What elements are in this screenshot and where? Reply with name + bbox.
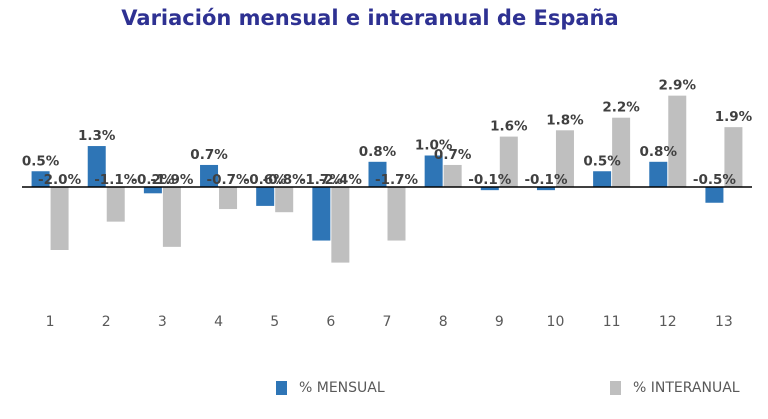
bar-mensual-2 [87,146,106,187]
x-tick-label-4: 4 [214,314,223,330]
x-tick-label-13: 13 [715,314,733,330]
data-label-mensual-2: 1.3% [78,128,116,144]
x-tick-label-1: 1 [46,314,55,330]
data-label-interanual-4: -0.7% [207,172,251,188]
bar-interanual-6 [331,187,350,263]
data-label-mensual-6: -1.7% [300,172,344,188]
data-label-mensual-11: 0.5% [583,153,621,169]
data-label-interanual-9: 1.6% [490,119,528,135]
x-tick-label-10: 10 [547,314,565,330]
x-tick-label-3: 3 [158,314,167,330]
data-label-interanual-6: -2.4% [319,172,363,188]
bar-interanual-7 [387,187,406,241]
bar-mensual-10 [536,187,555,191]
data-label-mensual-13: -0.5% [693,172,737,188]
data-label-interanual-7: -1.7% [375,172,419,188]
bar-interanual-1 [50,187,69,250]
data-label-interanual-11: 2.2% [602,100,640,116]
x-tick-label-5: 5 [270,314,279,330]
x-tick-label-7: 7 [383,314,392,330]
bar-mensual-6 [312,187,331,241]
data-label-mensual-8: 1.0% [415,138,453,154]
bar-interanual-5 [275,187,294,213]
data-label-mensual-12: 0.8% [640,144,678,160]
bar-interanual-8 [443,164,462,187]
bar-mensual-9 [480,187,499,191]
legend-swatch-mensual [276,381,287,395]
x-tick-label-6: 6 [326,314,335,330]
bar-mensual-3 [143,187,162,194]
bar-mensual-8 [424,155,443,187]
data-label-interanual-3: -1.9% [150,172,194,188]
data-label-mensual-5: -0.6% [244,172,288,188]
data-label-interanual-2: -1.1% [94,172,138,188]
data-label-interanual-8: 0.7% [434,147,472,163]
data-label-mensual-7: 0.8% [359,144,397,160]
legend-label-interanual: % INTERANUAL [633,380,740,396]
bar-mensual-12 [649,161,668,187]
bar-interanual-12 [668,95,687,187]
data-label-interanual-1: -2.0% [38,172,82,188]
data-label-interanual-5: -0.8% [263,172,307,188]
bar-interanual-2 [106,187,125,222]
data-label-interanual-12: 2.9% [659,78,697,94]
x-tick-label-9: 9 [495,314,504,330]
data-label-mensual-9: -0.1% [468,172,512,188]
bar-interanual-3 [162,187,181,247]
data-label-mensual-3: -0.2% [131,172,175,188]
x-tick-label-2: 2 [102,314,111,330]
bar-interanual-13 [724,127,743,187]
bar-mensual-1 [31,171,50,187]
data-label-interanual-13: 1.9% [715,109,753,125]
bar-mensual-11 [593,171,612,187]
legend-swatch-interanual [610,381,621,395]
data-label-interanual-10: 1.8% [546,112,584,128]
bar-interanual-9 [499,136,518,187]
bar-interanual-4 [219,187,238,210]
bar-mensual-4 [200,164,219,187]
bar-interanual-10 [555,130,574,187]
data-label-mensual-1: 0.5% [22,153,60,169]
bar-mensual-13 [705,187,724,203]
x-tick-label-12: 12 [659,314,677,330]
legend-item-mensual: % MENSUAL [276,380,385,396]
data-label-mensual-4: 0.7% [190,147,228,163]
legend-item-interanual: % INTERANUAL [610,380,740,396]
x-tick-label-8: 8 [439,314,448,330]
chart-title: Variación mensual e interanual de España [121,6,619,30]
data-label-mensual-10: -0.1% [524,172,568,188]
x-tick-label-11: 11 [603,314,621,330]
legend-label-mensual: % MENSUAL [299,380,385,396]
bar-interanual-11 [612,117,631,187]
bar-mensual-7 [368,161,387,187]
bar-mensual-5 [256,187,275,206]
